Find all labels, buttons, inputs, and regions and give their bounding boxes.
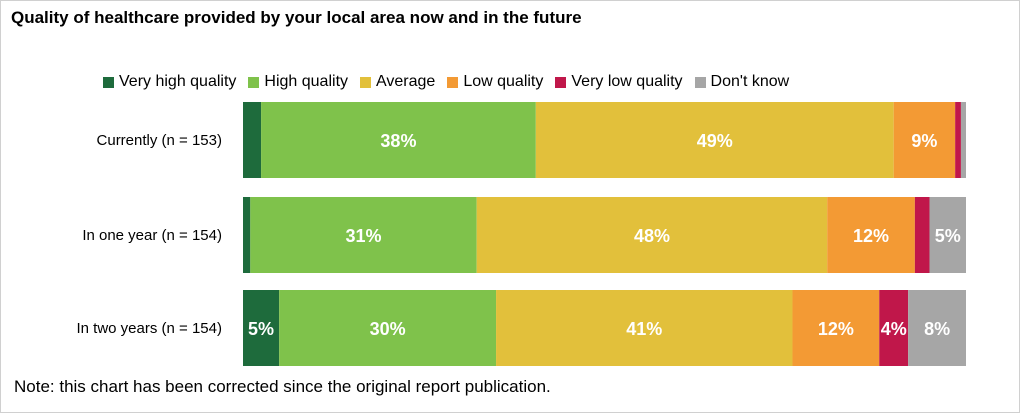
chart-title: Quality of healthcare provided by your l… bbox=[11, 8, 582, 27]
legend-item-low-quality: Low quality bbox=[447, 73, 543, 91]
bar-segment-low-quality bbox=[827, 197, 915, 273]
data-label: 12% bbox=[818, 319, 854, 339]
bar-segment-very-high-quality bbox=[243, 197, 251, 273]
category-label: Currently (n = 153) bbox=[97, 132, 222, 149]
legend-swatch bbox=[555, 76, 567, 88]
data-label: 12% bbox=[853, 226, 889, 246]
data-label: 38% bbox=[380, 131, 416, 151]
legend-item-high-quality: High quality bbox=[248, 73, 348, 91]
bar-segment-very-low-quality bbox=[955, 102, 961, 178]
bar-segment-very-low-quality bbox=[914, 197, 930, 273]
bar-segment-average bbox=[496, 290, 793, 366]
bar-segment-average bbox=[535, 102, 894, 178]
legend-item-very-high-quality: Very high quality bbox=[103, 73, 236, 91]
legend-item-average: Average bbox=[360, 73, 435, 91]
legend-label: Average bbox=[376, 73, 436, 90]
category-label: In two years (n = 154) bbox=[77, 320, 223, 337]
data-label: 49% bbox=[697, 131, 733, 151]
data-label: 30% bbox=[370, 319, 406, 339]
bar-segment-low-quality bbox=[792, 290, 880, 366]
data-label: 8% bbox=[924, 319, 950, 339]
bar-segment-very-high-quality bbox=[243, 290, 280, 366]
data-label: 4% bbox=[881, 319, 907, 339]
bar-segment-high-quality bbox=[279, 290, 497, 366]
legend-item-don-t-know: Don't know bbox=[694, 73, 790, 91]
bar-segment-high-quality bbox=[250, 197, 477, 273]
legend-item-very-low-quality: Very low quality bbox=[555, 73, 683, 91]
data-label: 9% bbox=[911, 131, 937, 151]
category-label: In one year (n = 154) bbox=[82, 227, 222, 244]
chart-note: Note: this chart has been corrected sinc… bbox=[14, 377, 551, 396]
bar-segment-don-t-know bbox=[908, 290, 966, 366]
legend-swatch bbox=[360, 76, 372, 88]
bar-segment-don-t-know bbox=[929, 197, 966, 273]
bar-segment-very-low-quality bbox=[879, 290, 909, 366]
legend-label: Low quality bbox=[463, 73, 544, 90]
chart-legend: Very high quality High quality Average Low … bbox=[103, 72, 801, 92]
legend-swatch bbox=[447, 76, 459, 88]
bar-segment-don-t-know bbox=[960, 102, 966, 178]
data-label: 48% bbox=[634, 226, 670, 246]
data-label: 41% bbox=[626, 319, 662, 339]
bar-segment-high-quality bbox=[261, 102, 536, 178]
data-label: 5% bbox=[935, 226, 961, 246]
data-label: 5% bbox=[248, 319, 274, 339]
legend-label: High quality bbox=[264, 73, 349, 90]
legend-label: Don't know bbox=[710, 73, 790, 90]
bar-segment-average bbox=[476, 197, 828, 273]
legend-swatch bbox=[694, 76, 706, 88]
legend-label: Very high quality bbox=[119, 73, 237, 90]
legend-swatch bbox=[248, 76, 260, 88]
bar-segment-very-high-quality bbox=[243, 102, 262, 178]
data-label: 31% bbox=[345, 226, 381, 246]
legend-label: Very low quality bbox=[571, 73, 683, 90]
legend-swatch bbox=[103, 76, 114, 88]
bar-segment-low-quality bbox=[893, 102, 956, 178]
